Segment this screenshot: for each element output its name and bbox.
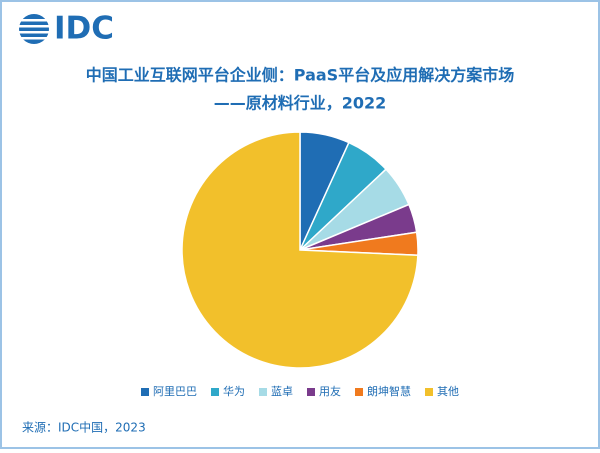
legend-label: 其他: [437, 385, 459, 398]
legend-label: 华为: [223, 384, 245, 398]
legend: 阿里巴巴 华为 蓝卓 用友 朗坤智慧 其他: [141, 384, 459, 398]
legend-swatch: [425, 388, 433, 396]
chart-title: 中国工业互联网平台企业侧：PaaS平台及应用解决方案市场: [86, 66, 514, 85]
pie-slice: [181, 131, 419, 369]
legend-label: 朗坤智慧: [367, 384, 411, 398]
legend-label: 用友: [319, 384, 341, 398]
legend-swatch: [259, 388, 267, 396]
legend-swatch: [307, 388, 315, 396]
chart-subtitle: ——原材料行业，2022: [214, 94, 387, 113]
source: 来源：IDC中国，2023: [22, 420, 146, 435]
logo-icon: [18, 14, 50, 44]
logo-text: IDC: [54, 11, 114, 47]
legend-swatch: [141, 388, 149, 396]
legend-swatch: [211, 388, 219, 396]
legend-label: 蓝卓: [271, 385, 293, 398]
legend-label: 阿里巴巴: [153, 385, 197, 398]
legend-swatch: [355, 388, 363, 396]
